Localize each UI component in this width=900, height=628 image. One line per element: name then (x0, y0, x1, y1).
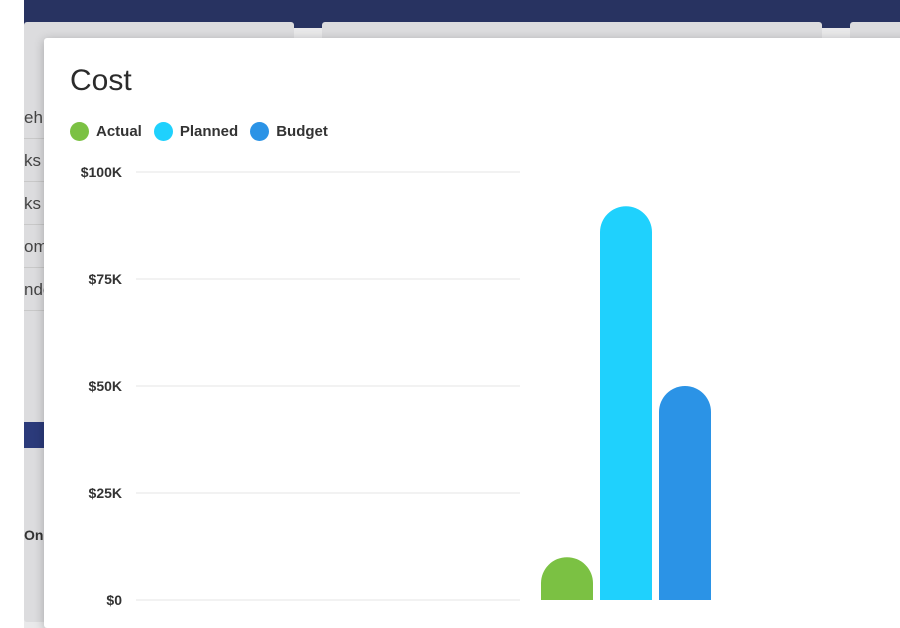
legend-label-actual: Actual (96, 123, 142, 140)
y-tick-label: $25K (89, 485, 122, 501)
y-tick-label: $100K (81, 164, 122, 180)
legend-dot-planned (153, 122, 173, 141)
bar-planned[interactable] (600, 206, 652, 601)
modal-title: Cost (70, 64, 132, 97)
y-tick-label: $50K (89, 378, 122, 394)
cost-bar-chart: $0 $25K $50K $75K $100K (81, 164, 711, 608)
legend-label-budget: Budget (276, 123, 328, 140)
legend-dot-budget (250, 122, 270, 141)
legend-label-planned: Planned (179, 123, 239, 140)
legend-dot-actual (70, 122, 89, 141)
legend-item-budget[interactable]: Budget (250, 122, 328, 141)
cost-chart-modal: Cost Actual Planned Budget $0 $25K $50K $75… (44, 38, 900, 628)
background-edge (0, 0, 24, 628)
y-tick-label: $0 (106, 592, 122, 608)
legend-item-actual[interactable]: Actual (70, 122, 142, 141)
y-tick-label: $75K (89, 271, 122, 287)
legend-item-planned[interactable]: Planned (153, 122, 239, 141)
bar-actual[interactable] (541, 557, 593, 600)
chart-legend: Actual Planned Budget (70, 122, 340, 141)
bar-budget[interactable] (659, 386, 711, 600)
